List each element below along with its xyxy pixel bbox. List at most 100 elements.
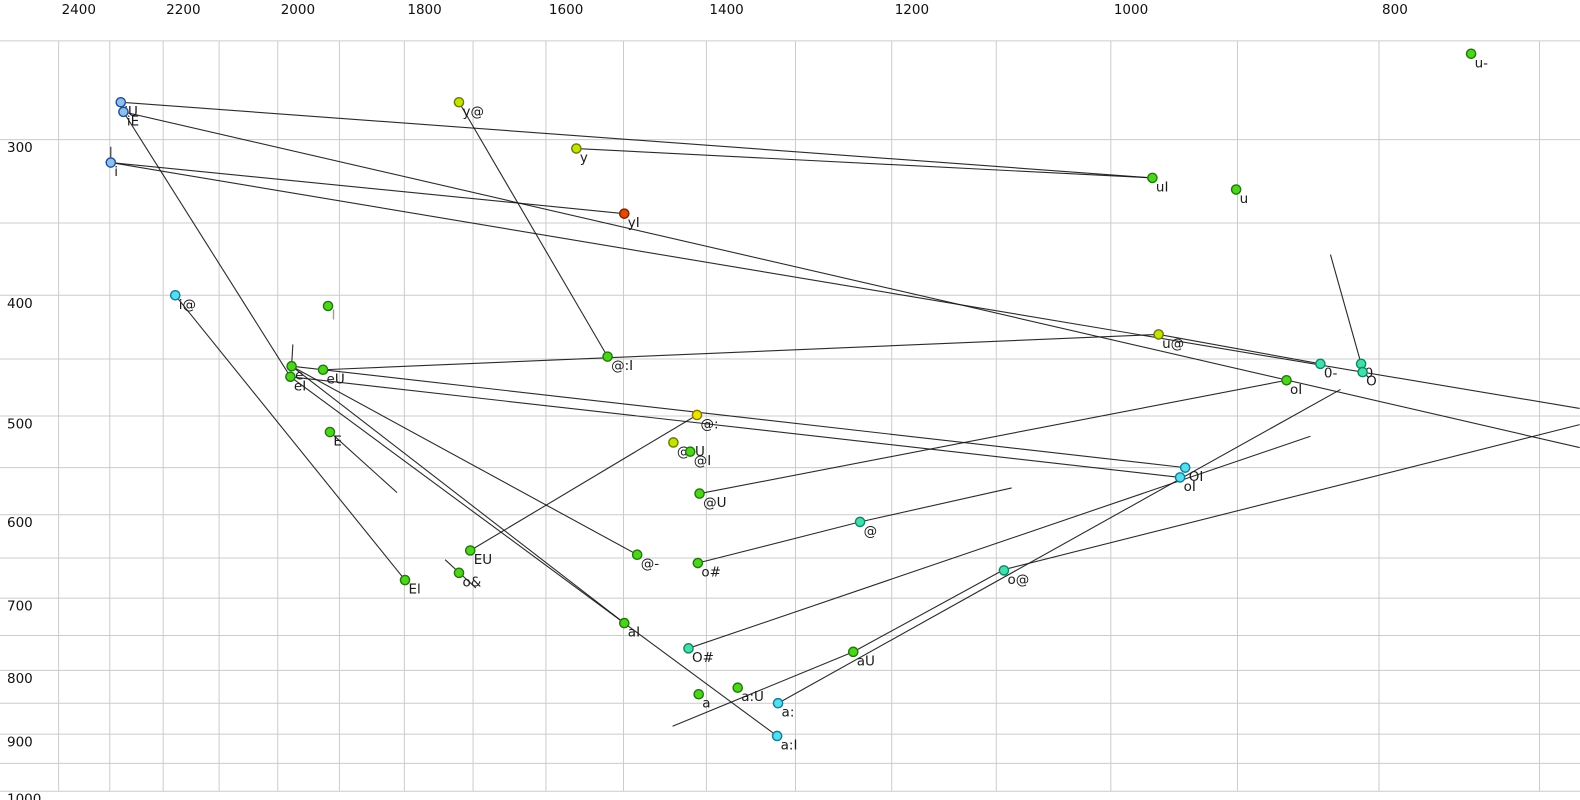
diphthong-trajectory-line [697,521,861,564]
diphthong-trajectory-line [174,294,406,581]
diphthong-trajectory-line [329,431,398,494]
y-axis-tick-label: 500 [7,417,33,433]
vowel-point-label: u- [1475,55,1489,71]
vowel-point-label: u [1240,191,1249,207]
diphthong-trajectory-line [291,365,625,624]
vowel-data-point [286,360,297,372]
vowel-point-label: o# [701,565,721,581]
vowel-data-point [1153,329,1164,340]
diphthong-trajectory-line [852,569,1005,653]
vowel-point-label: 0 [1365,365,1374,381]
vowel-data-point [1465,48,1477,60]
diphthong-trajectory-line [110,162,625,215]
vowel-data-point [668,437,679,448]
x-axis-tick-label: 1000 [1114,2,1148,18]
vowel-point-label: o& [463,574,482,590]
vowel-point-label: e [295,368,303,384]
vowel-data-point [453,96,465,108]
vowel-point-label: @ [864,523,878,539]
x-axis-tick-label: 800 [1382,2,1408,18]
diphthong-trajectory-line [291,365,638,556]
vowel-data-point [854,516,866,528]
y-axis-tick-label: 300 [7,140,33,156]
vowel-data-point [317,364,329,376]
vowel-point-label: EU [474,552,492,568]
vowel-point-label: a:U [741,689,764,705]
vowel-data-point [453,567,465,579]
vowel-point-label: a: [782,705,795,721]
diphthong-trajectory-line [290,376,778,737]
vowel-point-label: y@ [463,104,485,120]
vowel-data-point [1179,462,1191,473]
x-axis-tick-label: 1400 [709,2,743,18]
y-axis-tick-label: 1000 [7,792,41,800]
vowel-data-point [1357,366,1368,378]
vowel-point-label: o@ [1007,572,1029,588]
vowel-data-point [618,617,630,629]
diphthong-trajectory-line [291,365,1186,469]
vowel-point-label: E [333,434,342,450]
vowel-data-point [847,646,859,658]
vowel-data-point [399,574,411,586]
vowel-point-label: y [580,150,588,166]
vowel-point-label: i@ [179,297,196,313]
vowel-point-label: 0- [1324,365,1338,381]
vowel-point-label: @:I [611,358,633,374]
vowel-point-label: yI [628,215,640,231]
x-axis-tick-label: 2400 [62,2,96,18]
diphthong-trajectory-line [777,388,1341,704]
vowel-data-point [602,351,613,362]
x-axis-tick-label: 1600 [549,2,583,18]
vowel-point-label: a [702,696,710,712]
vowel-data-point [464,545,476,556]
vowel-data-point [115,96,127,108]
x-axis-tick-label: 1200 [895,2,929,18]
y-axis-tick-label: 400 [7,296,33,312]
x-axis-tick-label: 2000 [281,2,315,18]
vowel-data-point [732,682,744,694]
y-axis-tick-label: 700 [7,599,33,615]
vowel-data-point [118,106,129,118]
diphthong-trajectory-line [469,414,698,551]
x-axis-tick-label: 1800 [407,2,441,18]
y-axis-tick-label: 900 [7,735,33,751]
vowel-point-label: El [409,582,421,598]
vowel-point-label: iU [124,104,138,120]
diphthong-trajectory-line [110,162,1580,409]
diphthong-trajectory-line [688,435,1311,649]
y-axis-tick-label: 800 [7,671,33,687]
vowel-point-label: iE [127,113,139,129]
vowel-data-point [618,208,630,219]
diphthong-trajectory-line [458,101,609,357]
diphthong-trajectory-line [859,487,1012,523]
vowel-point-label: @I [694,453,711,469]
vowel-point-label: I [332,308,336,324]
diphthong-trajectory-line [1158,333,1321,365]
vowel-point-label: eI [294,378,306,394]
vowel-point-label: O [1366,374,1377,390]
vowel-point-label: aI [628,625,640,641]
vowel-data-point [631,549,643,561]
diphthong-trajectory-line [290,376,1181,478]
vowel-point-label: @: [701,416,719,432]
vowel-data-point [771,730,783,742]
y-axis-tick-label: 600 [7,515,33,531]
diphthong-trajectory-line [120,101,1153,179]
vowel-data-point [322,300,334,312]
diphthong-trajectory-line [1329,254,1362,364]
vowel-data-point [324,426,336,438]
diphthong-trajectory-line [323,333,1159,371]
vowel-data-point [684,446,696,457]
vowel-data-point [998,565,1010,576]
vowel-point-label: aU [857,653,875,669]
vowel-point-label: i [114,164,118,180]
vowel-point-label: eU [327,371,345,387]
vowel-point-label: oI [1184,479,1196,495]
vowel-data-point [683,643,694,654]
vowel-data-point [169,289,181,301]
diphthong-trajectory-line [122,111,291,378]
vowel-data-point [1174,472,1186,483]
diphthong-trajectory-line [699,379,1287,495]
